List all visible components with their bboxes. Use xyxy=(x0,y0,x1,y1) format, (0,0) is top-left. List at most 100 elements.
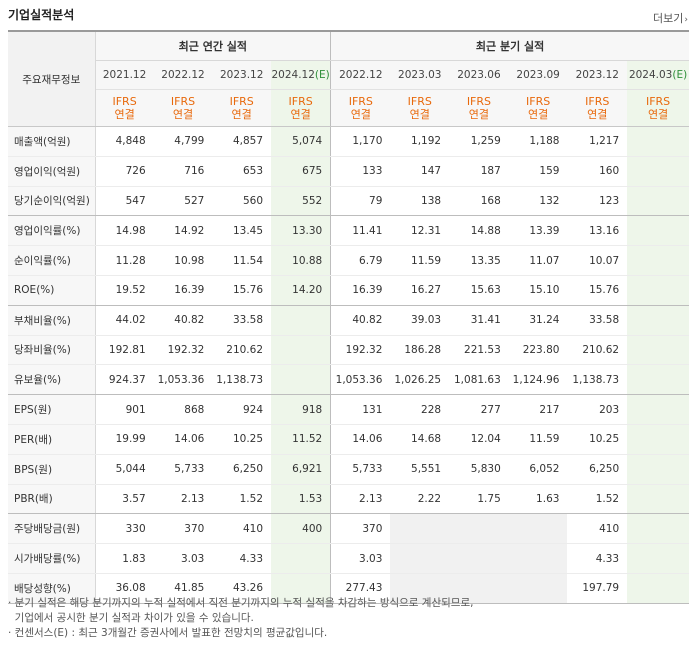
annual-cell: 527 xyxy=(153,186,213,217)
period-header: 2023.12 xyxy=(567,60,628,90)
more-link[interactable]: 더보기› xyxy=(653,10,688,26)
annual-cell: 1,138.73 xyxy=(212,364,272,396)
quarter-cell xyxy=(627,543,689,574)
annual-cell xyxy=(271,305,332,336)
quarter-cell xyxy=(449,513,509,545)
quarter-cell: 132 xyxy=(508,186,568,217)
quarter-cell: 228 xyxy=(390,394,450,425)
quarter-cell: 131 xyxy=(330,394,391,425)
annual-cell: 14.98 xyxy=(95,215,154,247)
annual-cell: 675 xyxy=(271,156,332,187)
quarter-cell: 1,217 xyxy=(567,126,628,157)
quarter-cell: 2.22 xyxy=(390,484,450,515)
annual-cell: 4,857 xyxy=(212,126,272,157)
quarter-cell: 370 xyxy=(330,513,391,545)
quarter-cell: 1,170 xyxy=(330,126,391,157)
row-label: PER(배) xyxy=(8,424,96,455)
quarter-cell: 79 xyxy=(330,186,391,217)
row-label: 주당배당금(원) xyxy=(8,513,96,545)
table-row: 부채비율(%) 44.02 40.82 33.58 40.82 39.03 31.41 31.… xyxy=(8,305,689,336)
ifrs-label: IFRS xyxy=(348,95,373,108)
quarter-cell xyxy=(627,275,689,306)
quarter-cell: 11.41 xyxy=(330,215,391,247)
annual-cell: 1.83 xyxy=(95,543,154,574)
quarter-cell: 168 xyxy=(449,186,509,217)
basis-label: 연결 xyxy=(527,108,549,121)
ifrs-label: IFRS xyxy=(585,95,610,108)
accounting-basis: IFRS 연결 xyxy=(390,89,450,127)
table-row: 영업이익률(%) 14.98 14.92 13.45 13.30 11.41 12.31 14… xyxy=(8,215,689,247)
ifrs-label: IFRS xyxy=(229,95,254,108)
basis-label: 연결 xyxy=(114,108,135,121)
quarter-cell: 39.03 xyxy=(390,305,450,336)
annual-cell: 14.20 xyxy=(271,275,332,306)
quarter-cell: 1.52 xyxy=(567,484,628,515)
annual-header: 최근 연간 실적 xyxy=(95,30,332,61)
annual-cell: 192.81 xyxy=(95,335,154,366)
quarter-cell: 197.79 xyxy=(567,573,628,604)
row-label: 부채비율(%) xyxy=(8,305,96,336)
quarter-cell: 31.41 xyxy=(449,305,509,336)
annual-cell: 14.06 xyxy=(153,424,213,455)
quarter-cell xyxy=(627,156,689,187)
ifrs-label: IFRS xyxy=(407,95,432,108)
annual-cell xyxy=(271,543,332,574)
quarter-cell: 1,138.73 xyxy=(567,364,628,396)
quarter-cell: 12.31 xyxy=(390,215,450,247)
quarter-cell xyxy=(627,215,689,247)
quarter-cell: 221.53 xyxy=(449,335,509,366)
quarter-cell: 10.25 xyxy=(567,424,628,455)
quarter-cell xyxy=(449,543,509,574)
ifrs-label: IFRS xyxy=(526,95,551,108)
annual-cell: 36.08 xyxy=(95,573,154,604)
table-row: PBR(배) 3.57 2.13 1.52 1.53 2.13 2.22 1.75 1.63 1.… xyxy=(8,484,689,515)
row-label: 영업이익률(%) xyxy=(8,215,96,247)
annual-cell: 653 xyxy=(212,156,272,187)
annual-cell: 1,053.36 xyxy=(153,364,213,396)
annual-cell: 11.52 xyxy=(271,424,332,455)
quarter-cell: 11.07 xyxy=(508,245,568,276)
quarter-cell: 410 xyxy=(567,513,628,545)
row-label: 순이익률(%) xyxy=(8,245,96,276)
period-header: 2023.12 xyxy=(212,60,272,90)
basis-label: 연결 xyxy=(647,108,669,121)
period-label: 2023.03 xyxy=(398,69,442,81)
quarter-cell: 5,830 xyxy=(449,454,509,485)
row-label: EPS(원) xyxy=(8,394,96,425)
annual-cell: 43.26 xyxy=(212,573,272,604)
quarter-cell: 33.58 xyxy=(567,305,628,336)
accounting-basis: IFRS 연결 xyxy=(271,89,332,127)
accounting-basis: IFRS 연결 xyxy=(95,89,154,127)
quarter-cell xyxy=(627,424,689,455)
annual-cell: 547 xyxy=(95,186,154,217)
quarter-cell: 223.80 xyxy=(508,335,568,366)
quarter-cell xyxy=(390,543,450,574)
annual-cell: 901 xyxy=(95,394,154,425)
quarter-cell: 15.10 xyxy=(508,275,568,306)
accounting-basis: IFRS 연결 xyxy=(212,89,272,127)
annual-cell: 10.88 xyxy=(271,245,332,276)
quarter-cell: 6,250 xyxy=(567,454,628,485)
annual-cell: 5,733 xyxy=(153,454,213,485)
basis-label: 연결 xyxy=(409,108,430,121)
section-title: 기업실적분석 xyxy=(8,8,75,22)
quarter-cell: 217 xyxy=(508,394,568,425)
quarter-cell: 12.04 xyxy=(449,424,509,455)
annual-cell: 210.62 xyxy=(212,335,272,366)
period-label: 2024.12 xyxy=(271,69,315,81)
annual-cell: 924 xyxy=(212,394,272,425)
quarter-cell xyxy=(508,543,568,574)
footnote-line: · 분기 실적은 해당 분기까지의 누적 실적에서 직전 분기까지의 누적 실적… xyxy=(8,597,474,609)
accounting-basis: IFRS 연결 xyxy=(330,89,391,127)
annual-cell: 2.13 xyxy=(153,484,213,515)
chevron-right-icon: › xyxy=(684,15,688,25)
table-row: 시가배당률(%) 1.83 3.03 4.33 3.03 4.33 xyxy=(8,543,689,574)
annual-cell xyxy=(271,335,332,366)
quarter-cell: 2.13 xyxy=(330,484,391,515)
annual-cell: 16.39 xyxy=(153,275,213,306)
table-row: 배당성향(%) 36.08 41.85 43.26 277.43 197.79 xyxy=(8,573,689,604)
quarter-cell xyxy=(508,513,568,545)
period-header: 2024.12(E) xyxy=(271,60,332,90)
annual-cell: 370 xyxy=(153,513,213,545)
annual-cell: 6,921 xyxy=(271,454,332,485)
